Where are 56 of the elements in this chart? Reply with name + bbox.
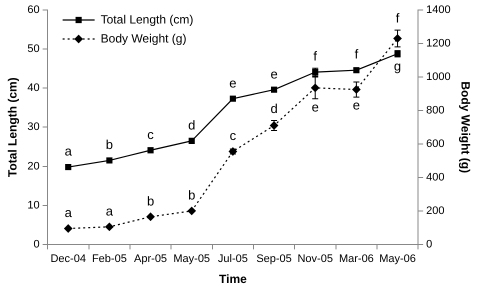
point [65,164,72,170]
point [147,147,154,154]
point [106,157,112,164]
y2-tick-label: 0 [426,238,432,250]
x-tick-label: May-05 [173,253,210,266]
y-tick-label: 20 [27,160,40,172]
annotation: a [64,205,73,220]
y-axis-title: Total Length (cm) [6,77,20,178]
x-tick-label: Feb-05 [92,253,127,266]
y-tick-label: 0 [34,238,40,250]
x-tick-label: Apr-05 [134,253,168,266]
annotation: e [270,66,278,82]
annotation: a [64,144,73,159]
y2-tick-label: 800 [426,104,444,116]
y2-tick-label: 1200 [426,38,451,50]
x-tick-label: Jul-05 [218,253,248,266]
annotation: f [396,10,400,26]
annotation: d [270,101,278,116]
annotation: f [313,48,318,64]
y-tick-label: 50 [27,43,40,56]
point [64,224,72,233]
y2-tick-label: 200 [426,204,444,217]
point [146,212,155,221]
y2-tick-label: 1400 [426,4,451,16]
annotation: c [230,128,237,144]
annotation: a [106,203,114,218]
annotation: d [188,117,196,132]
point [105,222,114,231]
y-tick-label: 60 [27,4,40,16]
point [230,96,236,102]
annotation: b [106,136,113,152]
x-tick-label: Sep-05 [256,253,292,266]
x-tick-label: Nov-05 [297,253,333,266]
annotation: f [354,46,359,62]
annotation: e [312,99,319,114]
point [188,206,196,216]
y-tick-label: 40 [27,82,40,94]
x-tick-label: Mar-06 [338,253,374,266]
legend-label: Body Weight (g) [100,31,186,46]
point [188,138,195,144]
annotation: b [188,187,196,202]
x-tick-label: May-06 [379,253,416,266]
y2-tick-label: 400 [426,171,444,184]
annotation: c [147,126,154,142]
y2-tick-label: 1000 [426,71,451,84]
y-tick-label: 10 [27,199,40,212]
annotation: g [394,58,402,74]
x-tick-label: Dec-04 [50,253,86,266]
annotation: e [352,98,360,113]
legend-label: Total Length (cm) [100,12,194,26]
y2-axis-title: Body Weight (g) [458,81,472,174]
x-axis-title: Time [218,272,248,286]
y2-tick-label: 600 [426,138,444,150]
annotation: b [146,193,154,208]
y-tick-label: 30 [27,121,40,134]
annotation: e [229,75,236,90]
